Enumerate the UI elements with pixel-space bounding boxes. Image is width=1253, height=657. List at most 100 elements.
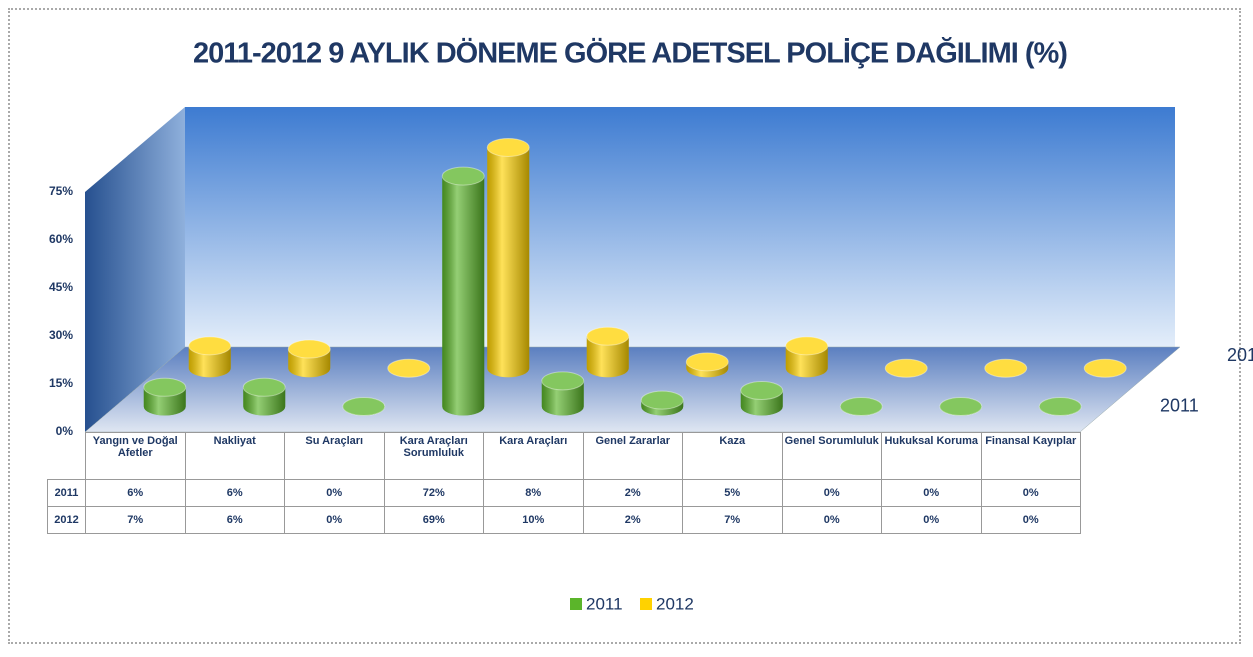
cylinder-top-shine <box>586 327 629 346</box>
cylinder-top <box>441 166 485 186</box>
depth-label: 2012 <box>1227 345 1253 365</box>
depth-label: 2011 <box>1160 395 1199 415</box>
category-label: Genel Zararlar <box>582 432 683 480</box>
cylinder-top-shine <box>387 359 430 378</box>
value-label: 0% <box>781 506 882 534</box>
cylinder-shade <box>541 380 584 416</box>
value-label: 0% <box>284 506 385 534</box>
legend-label: 2011 <box>586 594 623 613</box>
value-label: 0% <box>980 479 1081 507</box>
value-label: 6% <box>184 506 285 534</box>
value-label: 2% <box>582 479 683 507</box>
row-header: 2011 <box>47 479 86 507</box>
y-tick-label: 75% <box>49 184 73 198</box>
cylinder-top <box>839 397 883 416</box>
cylinder-top <box>1038 397 1082 416</box>
cylinder-top-shine <box>885 359 928 378</box>
table-header-row: Yangın ve Doğal Afetler Nakliyat Su Araçla… <box>48 432 1081 480</box>
cylinder-shade <box>586 336 629 378</box>
cylinder-top-shine <box>1039 397 1082 416</box>
cylinder-top <box>939 397 983 416</box>
cylinder-shade <box>487 147 530 378</box>
category-label: Kaza <box>682 432 783 480</box>
data-table: Yangın ve Doğal Afetler Nakliyat Su Araçla… <box>47 432 1081 534</box>
value-label: 72% <box>383 479 484 507</box>
chart-title: 2011-2012 9 AYLIK DÖNEME GÖRE ADETSEL PO… <box>193 36 1067 70</box>
cylinder-top <box>188 336 232 356</box>
cylinder-top-shine <box>939 397 982 416</box>
legend-swatch <box>570 598 582 610</box>
back-wall <box>185 107 1175 347</box>
cylinder-top-shine <box>785 336 828 355</box>
cylinder-shade <box>785 345 828 378</box>
legend-label: 2012 <box>656 594 694 613</box>
category-label: Finansal Kayıplar <box>980 432 1081 480</box>
category-label: Nakliyat <box>184 432 285 480</box>
cylinder-top <box>486 137 530 157</box>
cylinder-top-shine <box>487 138 530 157</box>
cylinder-top <box>884 358 928 378</box>
cylinder-top-shine <box>686 352 729 371</box>
cylinder-top-shine <box>840 397 883 416</box>
category-label: Kara Araçları Sorumluluk <box>383 432 484 480</box>
cylinder-top-shine <box>541 371 584 390</box>
cylinder-top-shine <box>143 378 186 397</box>
cylinder-top-shine <box>1084 359 1127 378</box>
cylinder-top <box>685 352 729 372</box>
cylinder-top-shine <box>243 378 286 397</box>
value-label: 0% <box>980 506 1081 534</box>
cylinder-top <box>640 390 684 410</box>
value-label: 0% <box>284 479 385 507</box>
category-label: Genel Sorumluluk <box>781 432 882 480</box>
y-tick-label: 30% <box>49 328 73 342</box>
cylinder-top <box>143 377 187 397</box>
cylinder-top <box>541 371 585 391</box>
cylinder-shade <box>188 345 231 378</box>
value-label: 7% <box>682 506 783 534</box>
cylinder-shade <box>442 176 485 416</box>
cylinder-top <box>242 377 286 397</box>
category-label: Hukuksal Koruma <box>881 432 982 480</box>
value-label: 7% <box>85 506 186 534</box>
value-label: 0% <box>881 479 982 507</box>
table-corner <box>48 433 86 480</box>
table-row: 2012 7% 6% 0% 69% 10% 2% 7% 0% 0% 0% <box>47 506 1081 534</box>
value-label: 8% <box>483 479 584 507</box>
cylinder-top-shine <box>984 359 1027 378</box>
category-label: Kara Araçları <box>483 432 584 480</box>
cylinder-top-shine <box>740 381 783 400</box>
y-tick-label: 45% <box>49 280 73 294</box>
cylinder-top <box>785 336 829 356</box>
cylinder-top-shine <box>442 167 485 186</box>
cylinder-top <box>740 381 784 400</box>
value-label: 69% <box>383 506 484 534</box>
cylinder-top-shine <box>342 397 385 416</box>
cylinder-top <box>1083 358 1127 378</box>
value-label: 10% <box>483 506 584 534</box>
cylinder-top-shine <box>641 391 684 410</box>
cylinder-top <box>984 358 1028 378</box>
value-label: 0% <box>781 479 882 507</box>
table-row: 2011 6% 6% 0% 72% 8% 2% 5% 0% 0% 0% <box>47 479 1081 507</box>
value-label: 6% <box>184 479 285 507</box>
legend-swatch <box>640 598 652 610</box>
row-header: 2012 <box>47 506 86 534</box>
side-wall <box>85 107 185 432</box>
value-label: 0% <box>881 506 982 534</box>
legend: 2011 2012 <box>570 594 694 613</box>
chart-frame <box>8 8 1241 644</box>
cylinder-top-shine <box>188 336 231 355</box>
category-label: Su Araçları <box>284 432 385 480</box>
cylinder-top <box>287 339 331 359</box>
y-tick-label: 0% <box>56 424 74 438</box>
cylinder-top-shine <box>288 340 331 359</box>
value-label: 2% <box>582 506 683 534</box>
cylinder-top <box>387 358 431 378</box>
y-tick-label: 15% <box>49 376 73 390</box>
cylinder-top <box>342 397 386 416</box>
value-label: 6% <box>85 479 186 507</box>
y-tick-label: 60% <box>49 232 73 246</box>
category-label: Yangın ve Doğal Afetler <box>85 432 186 480</box>
